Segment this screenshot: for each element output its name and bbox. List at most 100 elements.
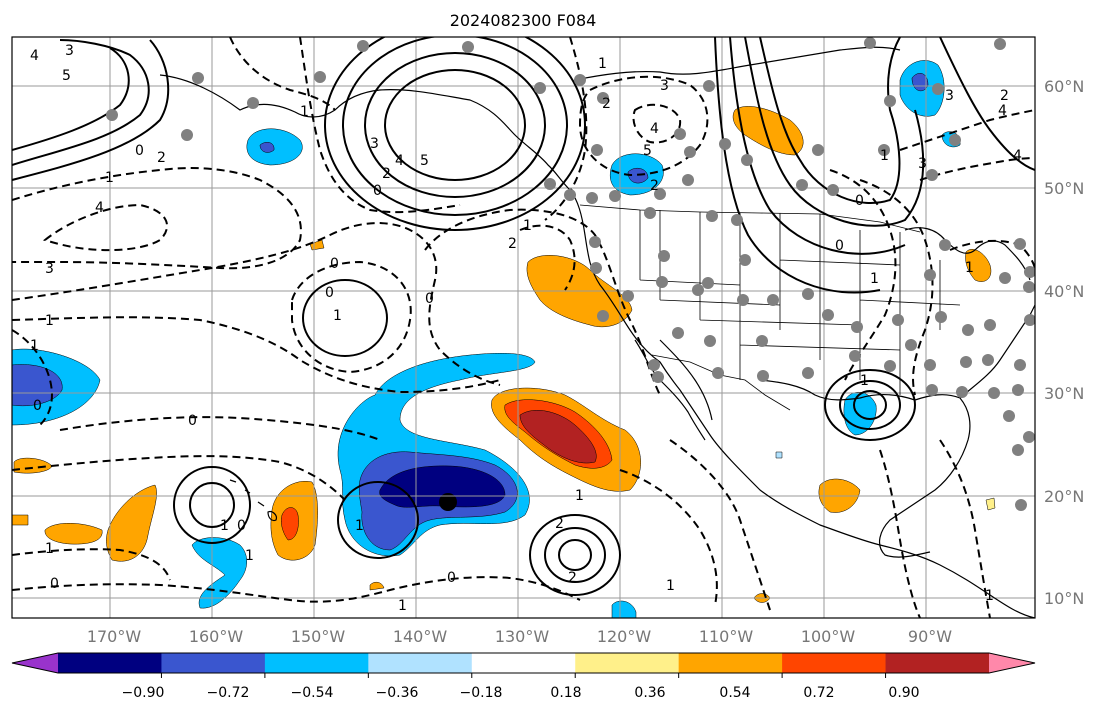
lat-label: 10°N	[1044, 589, 1084, 608]
lat-label: 20°N	[1044, 487, 1084, 506]
lon-label: 110°W	[699, 627, 754, 646]
contour-northwest-1	[12, 39, 150, 166]
colorbar-segment	[885, 653, 990, 673]
lon-label: 100°W	[801, 627, 856, 646]
shade-orange-great-lakes	[965, 249, 992, 282]
contour-gulf-low-2	[839, 380, 901, 430]
contour-dashed-north-pacific-3	[12, 222, 501, 386]
contour-dashed-east-pacific-4	[632, 103, 682, 144]
contour-northwest-3	[12, 47, 130, 151]
contour-label: 0	[425, 291, 434, 307]
colorbar-segment	[161, 653, 266, 673]
contour-label: 1	[220, 518, 229, 534]
contour-dashed-mid-pacific	[12, 316, 501, 394]
contour-label: 4	[1013, 148, 1022, 164]
contour-label: 2	[650, 178, 659, 194]
contour-hawaii-1	[173, 466, 251, 544]
colorbar-tick-label: −0.54	[291, 685, 334, 701]
lon-label: 130°W	[495, 627, 550, 646]
colorbar-tick-label: 0.90	[888, 685, 919, 701]
contour-east-pacific-1	[529, 514, 621, 596]
contour-dashed-east-pacific-3	[578, 75, 709, 177]
contour-label: 2	[382, 166, 391, 182]
contour-label: 1	[880, 148, 889, 164]
colorbar-segment	[678, 653, 783, 673]
colorbar-segment	[575, 653, 680, 673]
gulf-of-california	[659, 339, 713, 421]
map-frame	[11, 36, 1036, 619]
colorbar-tick-label: 0.54	[719, 685, 750, 701]
contour-label: 3	[45, 261, 54, 277]
contour-central-pacific-high	[302, 279, 388, 357]
colorbar-tick-label: −0.36	[376, 685, 419, 701]
contour-label: 2	[157, 150, 166, 166]
lat-label: 60°N	[1044, 77, 1084, 96]
map-panel: 4 3 5 0 2 1 4 3 5 4 3 2 0 1 3 4 5 2 1 2 …	[12, 37, 1035, 618]
shade-marker-black-dot	[439, 493, 457, 511]
contour-dashed-south-2	[12, 576, 581, 603]
contour-label: 1	[105, 170, 114, 186]
colorbar-outline	[11, 652, 1036, 674]
colorbar-tick-label: −0.90	[122, 685, 165, 701]
contour-label: 0	[855, 193, 864, 209]
shade-orange-hawaii-east	[106, 484, 157, 562]
contour-label: 2	[508, 236, 517, 252]
contour-label: 4	[30, 48, 39, 64]
colorbar-extend-high	[989, 653, 1035, 673]
contour-dashed-south-1	[12, 455, 346, 501]
contour-dashed-east-1	[829, 169, 897, 381]
contour-label: 1	[575, 488, 584, 504]
colorbar-tick-labels: −0.90 −0.72 −0.54 −0.36 −0.18 0.18 0.36 …	[122, 685, 920, 701]
shade-blue-north-pacific	[246, 128, 303, 166]
colorbar-tick-label: −0.18	[460, 685, 503, 701]
colorbar-segment	[471, 653, 576, 673]
contour-label: 4	[395, 153, 404, 169]
contour-label: 2	[568, 570, 577, 586]
shade-red-orange-south-central	[281, 507, 299, 541]
contour-label: 1	[598, 56, 607, 72]
lat-label: 50°N	[1044, 179, 1084, 198]
station-markers	[106, 37, 1035, 511]
contour-label: 1	[45, 541, 54, 557]
shade-blue-south-small	[611, 600, 637, 618]
colorbar	[11, 652, 1036, 678]
map-title: 2024082300 F084	[450, 11, 597, 30]
contour-label: 1	[45, 313, 54, 329]
contour-gulf-alaska-2	[364, 52, 546, 198]
contour-east-pacific-3	[558, 539, 592, 571]
contour-dashed-southeast	[619, 469, 718, 606]
contour-label: 1	[333, 308, 342, 324]
contour-dashed-north-pacific-1	[12, 167, 302, 270]
contour-label: 1	[300, 104, 309, 120]
shade-pale-blue-mexico	[775, 451, 783, 459]
longitude-axis-labels: 170°W 160°W 150°W 140°W 130°W 120°W 110°…	[87, 627, 952, 646]
contour-dashed-alaska-2	[299, 37, 461, 214]
contour-label: 3	[918, 156, 927, 172]
contour-canada-ridge-3	[729, 37, 906, 255]
contour-gulf-alaska-1	[384, 69, 526, 181]
contour-label: 1	[523, 218, 532, 234]
contour-label: 3	[370, 136, 379, 152]
contour-label: 1	[666, 578, 675, 594]
contour-dashed-east-pacific-2	[519, 224, 576, 291]
contour-label: 0	[50, 576, 59, 592]
gulf-of-mexico-coast	[759, 379, 971, 558]
lat-label: 30°N	[1044, 384, 1084, 403]
contour-label: 0	[325, 285, 334, 301]
shade-blue-mid-north-pacific	[259, 142, 275, 153]
contour-dashed-south-3	[12, 548, 171, 581]
colorbar-segment	[782, 653, 887, 673]
contour-label: 0	[330, 256, 339, 272]
colorbar-segment	[58, 653, 162, 673]
latitude-axis-labels: 60°N 50°N 40°N 30°N 20°N 10°N	[1044, 77, 1084, 608]
contour-lines	[12, 37, 1035, 618]
contour-dashed-west-edge	[12, 329, 53, 426]
contour-label: 3	[660, 78, 669, 94]
shade-yellow-carib	[985, 497, 996, 511]
contour-label: 1	[30, 338, 39, 354]
contour-label: 3	[65, 43, 74, 59]
shade-red-dark-subtropical	[519, 410, 597, 464]
contour-labels: 4 3 5 0 2 1 4 3 5 4 3 2 0 1 3 4 5 2 1 2 …	[30, 43, 1022, 614]
contour-label: 3	[945, 88, 954, 104]
